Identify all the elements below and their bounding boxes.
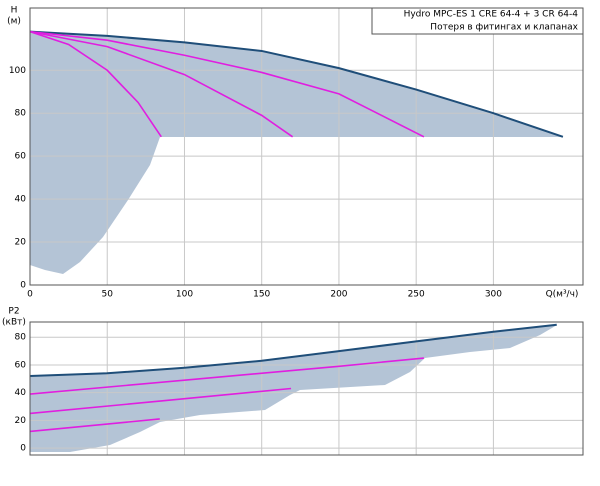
y-tick-label: 40 — [15, 388, 27, 398]
series-line — [29, 30, 294, 138]
y-axis-label: H — [11, 6, 18, 16]
y-tick-label: 60 — [15, 360, 27, 370]
x-axis-label: Q(м³/ч) — [546, 290, 579, 300]
x-tick-label: 100 — [176, 290, 193, 300]
bottom-plot-frame — [29, 321, 584, 456]
annotation: Потеря в фитингах и клапанах — [430, 23, 578, 33]
x-tick-label: 200 — [330, 290, 347, 300]
series-line — [29, 357, 424, 395]
title-box — [371, 7, 584, 35]
series-line — [29, 30, 162, 138]
x-tick-label: 150 — [253, 290, 270, 300]
y-tick-label: 60 — [15, 152, 27, 162]
operating-area — [30, 32, 563, 274]
series-line — [29, 387, 292, 415]
series-line — [29, 323, 557, 378]
top-plot-frame — [29, 7, 584, 286]
y-tick-label: 40 — [15, 195, 27, 205]
y-tick-label: 0 — [20, 281, 26, 291]
y-axis-unit: (кВт) — [2, 318, 26, 328]
x-tick-label: 0 — [27, 290, 33, 300]
x-tick-label: 50 — [102, 290, 114, 300]
y-tick-label: 20 — [15, 238, 27, 248]
y-tick-label: 20 — [15, 416, 27, 426]
series-line — [29, 30, 425, 138]
y-tick-label: 100 — [9, 66, 26, 76]
x-tick-label: 250 — [408, 290, 425, 300]
y-tick-label: 0 — [20, 444, 26, 454]
series-line — [29, 30, 564, 138]
y-tick-label: 80 — [15, 333, 27, 343]
chart-title: Hydro MPC-ES 1 CRE 64-4 + 3 CR 64-4 — [404, 10, 579, 20]
y-tick-label: 80 — [15, 109, 27, 119]
x-tick-label: 300 — [485, 290, 502, 300]
y-axis-label: P2 — [8, 307, 19, 317]
y-axis-unit: (м) — [7, 17, 21, 27]
series-line — [29, 418, 160, 433]
